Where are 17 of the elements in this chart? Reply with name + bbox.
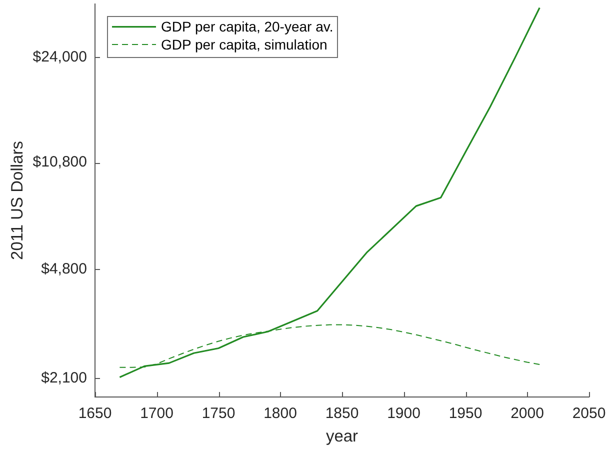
x-tick-label: 2000 <box>510 405 544 422</box>
x-tick-label: 1900 <box>387 405 420 422</box>
x-tick-label: 1950 <box>448 405 482 422</box>
y-tick-label: $4,800 <box>41 260 87 278</box>
x-tick-label: 1750 <box>202 405 236 422</box>
y-axis-title: 2011 US Dollars <box>8 141 26 260</box>
y-tick-label: $24,000 <box>32 48 87 66</box>
legend-label: GDP per capita, simulation <box>161 36 328 52</box>
x-tick-label: 1700 <box>140 405 174 422</box>
x-tick-label: 2050 <box>572 405 606 422</box>
x-tick-label: 1850 <box>325 405 359 422</box>
y-tick-label: $2,100 <box>41 369 87 386</box>
x-axis-title: year <box>326 428 359 446</box>
x-tick-label: 1650 <box>78 405 112 422</box>
y-tick-label: $10,800 <box>32 154 87 171</box>
x-tick-label: 1800 <box>264 405 297 422</box>
legend-label: GDP per capita, 20-year av. <box>161 18 334 35</box>
